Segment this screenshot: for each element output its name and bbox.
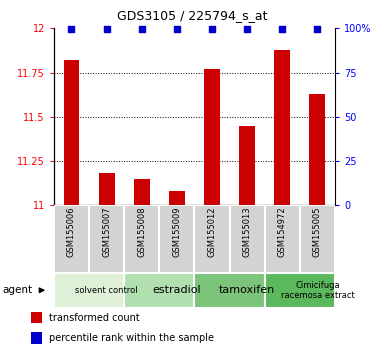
- Bar: [64, 60, 79, 205]
- Point: [244, 27, 250, 32]
- Bar: [194, 273, 265, 308]
- Bar: [134, 179, 150, 205]
- Bar: [239, 126, 255, 205]
- Bar: [31, 332, 42, 344]
- Text: GSM154972: GSM154972: [278, 207, 287, 257]
- Bar: [310, 94, 325, 205]
- Text: agent: agent: [2, 285, 32, 295]
- Bar: [31, 312, 42, 324]
- Text: GSM155006: GSM155006: [67, 207, 76, 257]
- Text: Cimicifuga
racemosa extract: Cimicifuga racemosa extract: [281, 281, 354, 300]
- Point: [139, 27, 145, 32]
- Bar: [169, 191, 185, 205]
- Bar: [89, 205, 124, 273]
- Point: [69, 27, 75, 32]
- Bar: [124, 273, 194, 308]
- Point: [314, 27, 320, 32]
- Text: GSM155009: GSM155009: [172, 207, 181, 257]
- Text: GSM155008: GSM155008: [137, 207, 146, 257]
- Bar: [264, 205, 300, 273]
- Text: GSM155012: GSM155012: [208, 207, 216, 257]
- Text: GSM155007: GSM155007: [102, 207, 111, 257]
- Bar: [159, 205, 194, 273]
- Text: estradiol: estradiol: [152, 285, 201, 295]
- Bar: [99, 173, 114, 205]
- Bar: [275, 50, 290, 205]
- Text: GSM155005: GSM155005: [313, 207, 322, 257]
- Bar: [229, 205, 265, 273]
- Bar: [124, 205, 159, 273]
- Bar: [54, 205, 89, 273]
- Bar: [204, 69, 220, 205]
- Point: [279, 27, 285, 32]
- Text: tamoxifen: tamoxifen: [219, 285, 275, 295]
- Text: solvent control: solvent control: [75, 286, 138, 295]
- Point: [209, 27, 215, 32]
- Bar: [194, 205, 229, 273]
- Bar: [54, 273, 124, 308]
- Bar: [300, 205, 335, 273]
- Point: [174, 27, 180, 32]
- Text: percentile rank within the sample: percentile rank within the sample: [49, 333, 214, 343]
- Point: [104, 27, 110, 32]
- Text: GSM155013: GSM155013: [243, 207, 252, 257]
- Text: transformed count: transformed count: [49, 313, 139, 322]
- Text: GDS3105 / 225794_s_at: GDS3105 / 225794_s_at: [117, 9, 268, 22]
- Bar: [264, 273, 335, 308]
